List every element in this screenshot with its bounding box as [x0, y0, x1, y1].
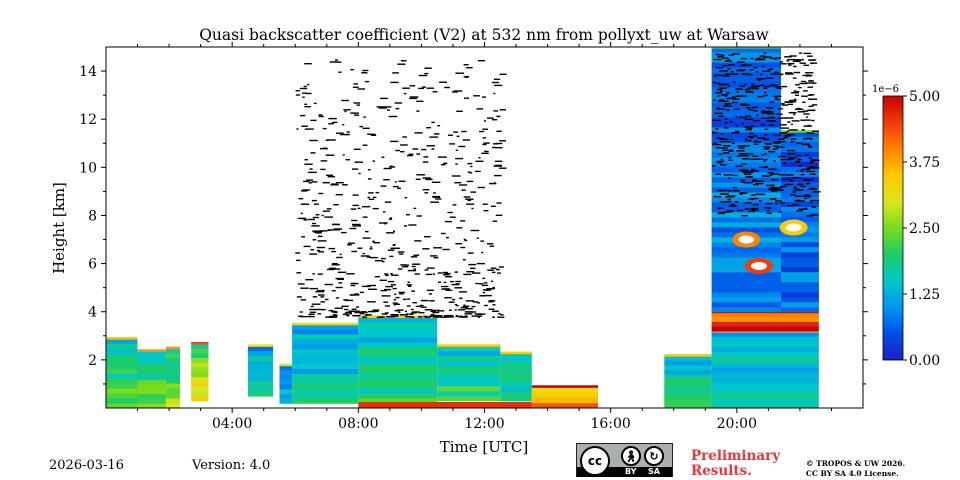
signal-segment	[247, 344, 274, 397]
signal-segment	[711, 330, 819, 408]
preliminary-note: Preliminary Results.	[691, 449, 780, 479]
hot-spot	[732, 231, 761, 248]
layer-edge	[664, 354, 712, 357]
signal-segment	[664, 354, 712, 408]
signal-segment	[191, 342, 209, 402]
layer-edge	[247, 344, 274, 347]
signal-segment	[279, 363, 293, 404]
hot-spot	[779, 219, 808, 236]
signal-segment	[500, 351, 532, 402]
signal-segment	[531, 385, 598, 408]
layer-edge	[165, 346, 181, 350]
colorbar-tick-label: 3.75	[909, 155, 940, 171]
cc-icon: cc	[580, 446, 610, 476]
x-axis-label: Time [UTC]	[440, 438, 529, 456]
cc-by-label: BY	[625, 467, 637, 476]
y-tick-label: 2	[88, 353, 97, 369]
preliminary-line-1: Preliminary	[691, 448, 781, 464]
colorbar-tick-label: 5.00	[909, 89, 940, 105]
y-tick-label: 4	[88, 305, 97, 321]
signal-segment	[781, 130, 819, 313]
surface-layer	[358, 401, 485, 408]
cc-sa-label: SA	[648, 467, 660, 476]
layer-edge	[437, 344, 501, 347]
layer-edge	[106, 337, 138, 340]
cloud-returns	[295, 59, 507, 318]
layer-edge	[711, 47, 781, 49]
signal-segment	[137, 349, 166, 408]
y-axis: 2 4 6 8 10 12 14	[79, 64, 868, 385]
by-person-icon: 🚶︎	[621, 446, 641, 466]
license-line-1: © TROPOS & UW 2026.	[806, 459, 906, 468]
signal-segment	[358, 315, 438, 404]
colorbar-tick-label: 0.00	[909, 353, 940, 369]
plot-area	[106, 47, 821, 408]
layer-edge	[500, 351, 532, 355]
license-note: © TROPOS & UW 2026. CC BY SA 4.0 License…	[806, 459, 905, 479]
y-tick-label: 14	[79, 64, 97, 80]
preliminary-line-2: Results.	[691, 463, 752, 479]
x-tick-label: 20:00	[717, 416, 757, 432]
footer-version: Version: 4.0	[192, 458, 271, 473]
layer-edge	[292, 322, 359, 326]
signal-segment	[292, 322, 359, 404]
x-tick-label: 12:00	[464, 416, 504, 432]
layer-edge	[781, 130, 819, 133]
y-tick-label: 8	[88, 208, 97, 224]
y-tick-label: 6	[88, 257, 97, 273]
colorbar	[882, 95, 904, 361]
layer-edge	[531, 385, 598, 388]
signal-segment	[106, 337, 138, 408]
sa-share-icon: ↻	[644, 446, 664, 466]
surface-layer	[484, 401, 532, 408]
y-axis-label: Height [km]	[50, 182, 68, 274]
footer-date: 2026-03-16	[49, 458, 124, 473]
layer-edge	[191, 342, 209, 345]
signal-segment	[437, 344, 501, 402]
colorbar-axis: 0.00 1.25 2.50 3.75 5.00	[903, 89, 940, 369]
cc-license-badge: cc 🚶︎ ↻ BY SA	[576, 443, 673, 477]
x-tick-label: 16:00	[590, 416, 630, 432]
chart-title: Quasi backscatter coefficient (V2) at 53…	[199, 26, 769, 44]
colorbar-tick-label: 1.25	[909, 287, 940, 303]
layer-edge	[137, 349, 166, 352]
signal-segment	[711, 310, 819, 332]
x-axis: 04:00 08:00 12:00 16:00 20:00	[137, 42, 832, 432]
license-line-2: CC BY SA 4.0 License.	[806, 469, 899, 478]
hot-spot	[744, 258, 773, 275]
colorbar-multiplier: 1e−6	[872, 84, 899, 95]
cloud-returns	[711, 52, 821, 217]
x-tick-label: 04:00	[212, 416, 252, 432]
colorbar-tick-label: 2.50	[909, 221, 940, 237]
y-tick-label: 10	[79, 160, 97, 176]
x-tick-label: 08:00	[338, 416, 378, 432]
y-tick-label: 12	[79, 112, 97, 128]
layer-edge	[279, 363, 293, 367]
signal-segment	[165, 346, 181, 408]
